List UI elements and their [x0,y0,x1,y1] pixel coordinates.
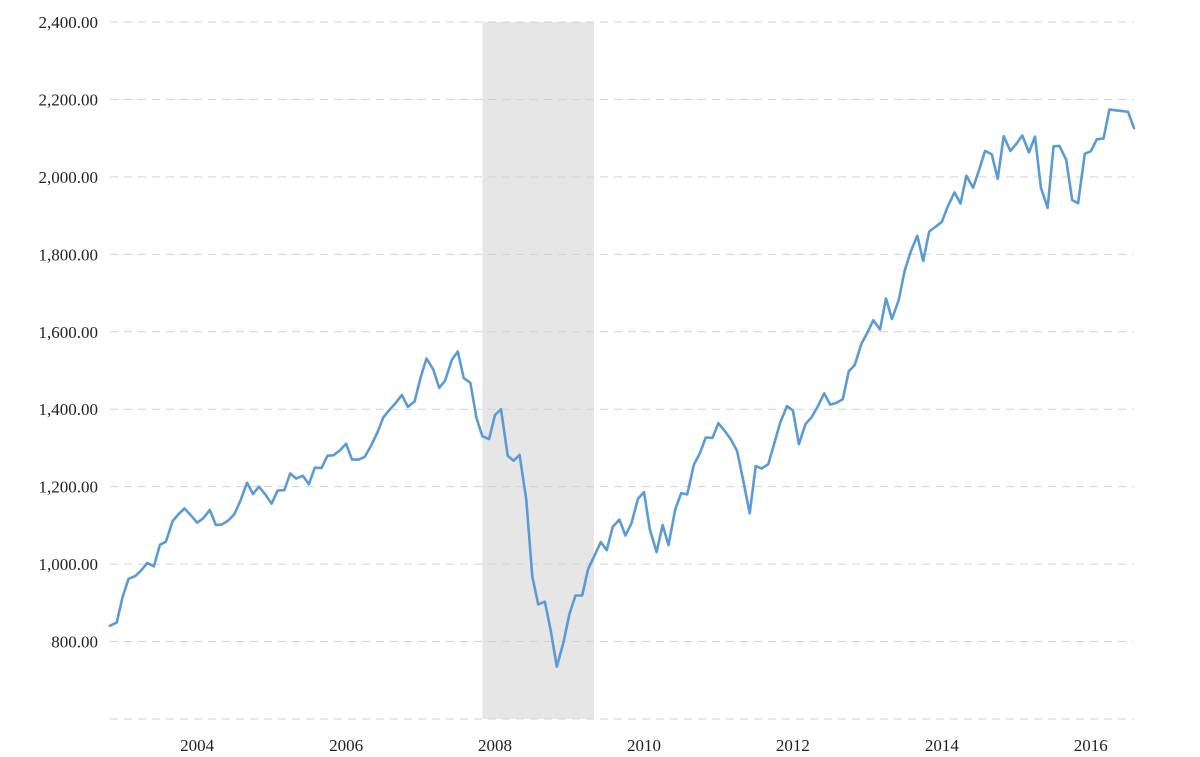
recession-shading-layer [482,22,595,719]
x-tick-label: 2014 [925,736,960,755]
x-tick-label: 2010 [627,736,661,755]
y-tick-label: 2,400.00 [39,13,99,32]
y-axis-tick-labels: 2,400.00 2,200.00 2,000.00 1,800.00 1,600.00… [39,13,99,652]
y-tick-label: 2,000.00 [39,168,99,187]
x-tick-label: 2008 [478,736,512,755]
x-tick-label: 2004 [180,736,215,755]
y-tick-label: 1,600.00 [39,323,99,342]
y-tick-label: 1,800.00 [39,245,99,264]
y-tick-label: 1,400.00 [39,400,99,419]
y-tick-label: 800.00 [51,633,98,652]
x-axis-tick-labels: 2004 2006 2008 2010 2012 2014 2016 [180,736,1108,755]
series-line-0 [108,108,1136,669]
recession-shade-0 [482,22,595,719]
y-tick-label: 1,000.00 [39,555,99,574]
x-tick-label: 2012 [776,736,810,755]
y-tick-label: 2,200.00 [39,90,99,109]
x-tick-label: 2006 [329,736,363,755]
x-tick-label: 2016 [1074,736,1108,755]
gridlines [110,21,1134,720]
y-tick-label: 1,200.00 [39,478,99,497]
series-layer [108,108,1136,669]
